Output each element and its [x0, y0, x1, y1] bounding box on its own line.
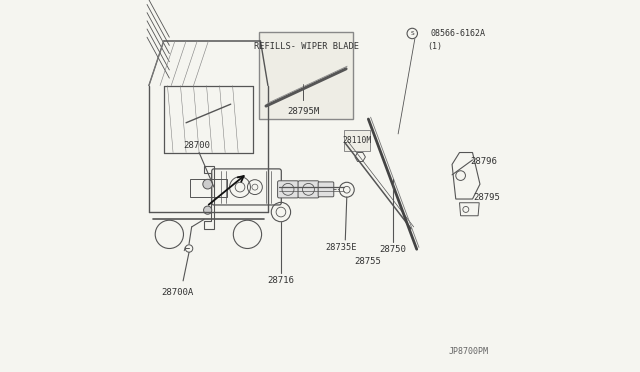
Text: 28795M: 28795M: [287, 107, 319, 116]
Circle shape: [203, 179, 212, 189]
Text: 28795: 28795: [473, 193, 500, 202]
Bar: [344, 130, 370, 151]
Text: (1): (1): [427, 42, 442, 51]
FancyBboxPatch shape: [278, 181, 298, 198]
FancyBboxPatch shape: [298, 181, 319, 198]
Text: 08566-6162A: 08566-6162A: [431, 29, 486, 38]
Bar: [190, 179, 227, 197]
Text: 28750: 28750: [379, 246, 406, 254]
Text: REFILLS- WIPER BLADE: REFILLS- WIPER BLADE: [253, 42, 359, 51]
Text: 28755: 28755: [354, 257, 381, 266]
Text: 28700: 28700: [183, 141, 210, 150]
Bar: [259, 32, 353, 119]
Text: 28110M: 28110M: [342, 136, 372, 145]
FancyBboxPatch shape: [318, 182, 334, 197]
Circle shape: [204, 206, 212, 214]
Text: 28796: 28796: [470, 157, 497, 166]
Text: 28700A: 28700A: [162, 288, 194, 296]
Text: 28735E: 28735E: [326, 243, 357, 252]
Text: JP8700PM: JP8700PM: [449, 347, 489, 356]
Text: S: S: [410, 31, 414, 36]
Text: 28716: 28716: [268, 276, 294, 285]
